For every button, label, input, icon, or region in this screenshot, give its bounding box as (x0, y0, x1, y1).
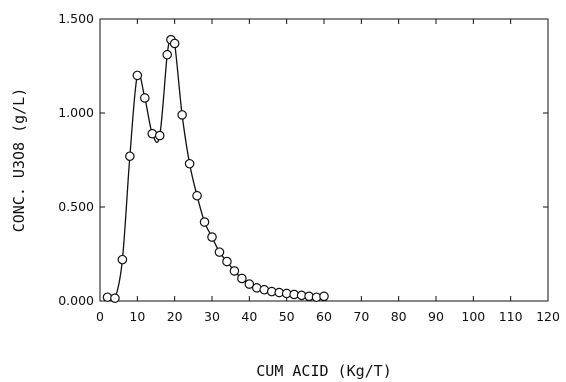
data-point (117, 254, 128, 265)
data-point (229, 266, 240, 276)
data-point (214, 247, 225, 257)
data-point (222, 256, 232, 267)
y-axis-ticks (100, 18, 548, 302)
y-axis-title: CONC. U3O8 (g/L) (10, 88, 28, 233)
x-tick-label: 120 (536, 309, 560, 324)
x-tick-label: 60 (316, 309, 332, 324)
x-tick-label: 50 (279, 309, 295, 324)
x-tick-label: 20 (167, 309, 183, 324)
data-point (192, 190, 202, 201)
x-tick-label: 0 (96, 309, 104, 324)
data-point (207, 232, 217, 242)
plot-frame (99, 18, 549, 302)
x-axis-title: CUM ACID (Kg/T) (256, 362, 391, 380)
data-point (237, 273, 247, 284)
data-point (154, 130, 165, 141)
x-tick-label: 80 (391, 309, 407, 324)
x-tick-label: 90 (428, 309, 444, 324)
data-point (140, 93, 150, 103)
x-tick-label: 100 (461, 309, 485, 324)
data-point (125, 151, 135, 162)
data-point (319, 291, 329, 302)
y-tick-label: 1.000 (58, 105, 94, 120)
series-markers (102, 34, 329, 303)
y-tick-label: 0.000 (58, 293, 94, 308)
plot-area-border (99, 18, 549, 302)
x-tick-label: 40 (241, 309, 257, 324)
data-point (177, 110, 187, 120)
data-point (162, 49, 172, 60)
data-point (244, 279, 255, 289)
x-tick-label: 10 (129, 309, 145, 324)
data-point (132, 70, 143, 81)
x-tick-label: 110 (499, 309, 523, 324)
y-axis-tick-labels: 0.000 0.500 1.000 1.500 (58, 11, 94, 308)
data-point (169, 38, 180, 49)
x-axis-ticks (99, 19, 549, 301)
y-tick-label: 1.500 (58, 11, 94, 26)
data-point (110, 293, 120, 303)
y-tick-label: 0.500 (58, 199, 94, 214)
data-point (184, 158, 195, 169)
x-tick-label: 70 (353, 309, 369, 324)
x-axis-tick-labels: 0 10 20 30 40 50 60 70 80 90 100 110 120 (96, 309, 560, 324)
data-point (199, 217, 210, 227)
x-tick-label: 30 (204, 309, 220, 324)
